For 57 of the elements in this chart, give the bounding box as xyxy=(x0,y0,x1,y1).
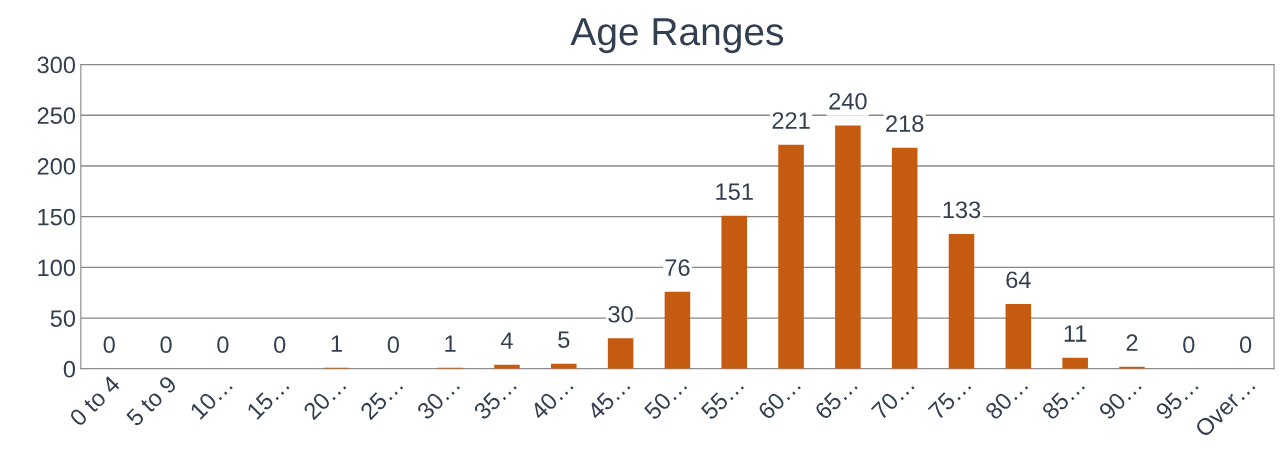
x-tick-label: 80… xyxy=(984,376,1029,421)
x-tick-label: 65… xyxy=(813,376,858,421)
data-label: 218 xyxy=(886,115,924,132)
y-tick-label: 150 xyxy=(38,208,76,226)
bar xyxy=(891,147,918,369)
x-tick-label: 50… xyxy=(643,376,688,421)
x-tick-label: 40… xyxy=(529,376,574,421)
data-label: 0 xyxy=(217,336,229,354)
x-tick-label: 55… xyxy=(700,376,745,421)
data-label: 0 xyxy=(103,336,115,354)
bar xyxy=(664,291,691,369)
x-tick-label: 20… xyxy=(302,376,347,421)
x-tick-label: 95… xyxy=(1154,376,1199,421)
x-tick-label: 85… xyxy=(1041,376,1086,421)
x-tick-label: 25… xyxy=(359,376,404,421)
bar xyxy=(948,233,975,369)
bar xyxy=(721,215,748,369)
x-tick-label: 90… xyxy=(1097,376,1142,421)
data-label: 2 xyxy=(1126,334,1138,351)
data-label: 240 xyxy=(829,92,867,110)
y-tick-label: 100 xyxy=(38,259,76,277)
bar xyxy=(1062,357,1088,369)
data-label: 1 xyxy=(445,335,456,352)
x-tick-label: 70… xyxy=(870,376,915,421)
x-tick-label: 30… xyxy=(415,376,461,421)
x-tick-label: 75… xyxy=(927,376,972,421)
data-label: 133 xyxy=(943,201,981,219)
data-label: 0 xyxy=(160,336,172,354)
data-label: 0 xyxy=(274,336,286,354)
x-tick-label: 10… xyxy=(189,376,233,420)
x-tick-label: 15… xyxy=(246,376,290,420)
data-label: 11 xyxy=(1064,325,1087,342)
bar xyxy=(607,338,634,369)
data-label: 30 xyxy=(608,305,633,323)
y-tick-label: 0 xyxy=(63,360,76,378)
chart-title: Age Ranges xyxy=(570,18,784,54)
bar xyxy=(835,125,861,369)
data-label: 0 xyxy=(387,336,399,354)
x-tick-label: 60… xyxy=(757,376,802,421)
y-tick-label: 250 xyxy=(37,107,76,125)
data-label: 64 xyxy=(1006,271,1031,289)
y-tick-label: 300 xyxy=(37,56,76,74)
x-tick-label: 45… xyxy=(586,376,631,421)
bar xyxy=(1005,303,1032,369)
data-label: 1 xyxy=(331,335,342,352)
y-tick-label: 200 xyxy=(37,158,76,175)
y-tick-label: 50 xyxy=(50,310,76,327)
data-label: 5 xyxy=(558,331,570,348)
data-label: 221 xyxy=(772,112,810,129)
data-label: 151 xyxy=(716,183,753,200)
data-label: 76 xyxy=(665,259,690,276)
data-label: 0 xyxy=(1239,336,1252,354)
data-label: 0 xyxy=(1183,336,1195,354)
x-tick-label: 5 to 9 xyxy=(125,374,178,428)
x-tick-label: 35… xyxy=(472,376,517,421)
bar xyxy=(778,144,804,369)
data-label: 4 xyxy=(500,332,513,349)
